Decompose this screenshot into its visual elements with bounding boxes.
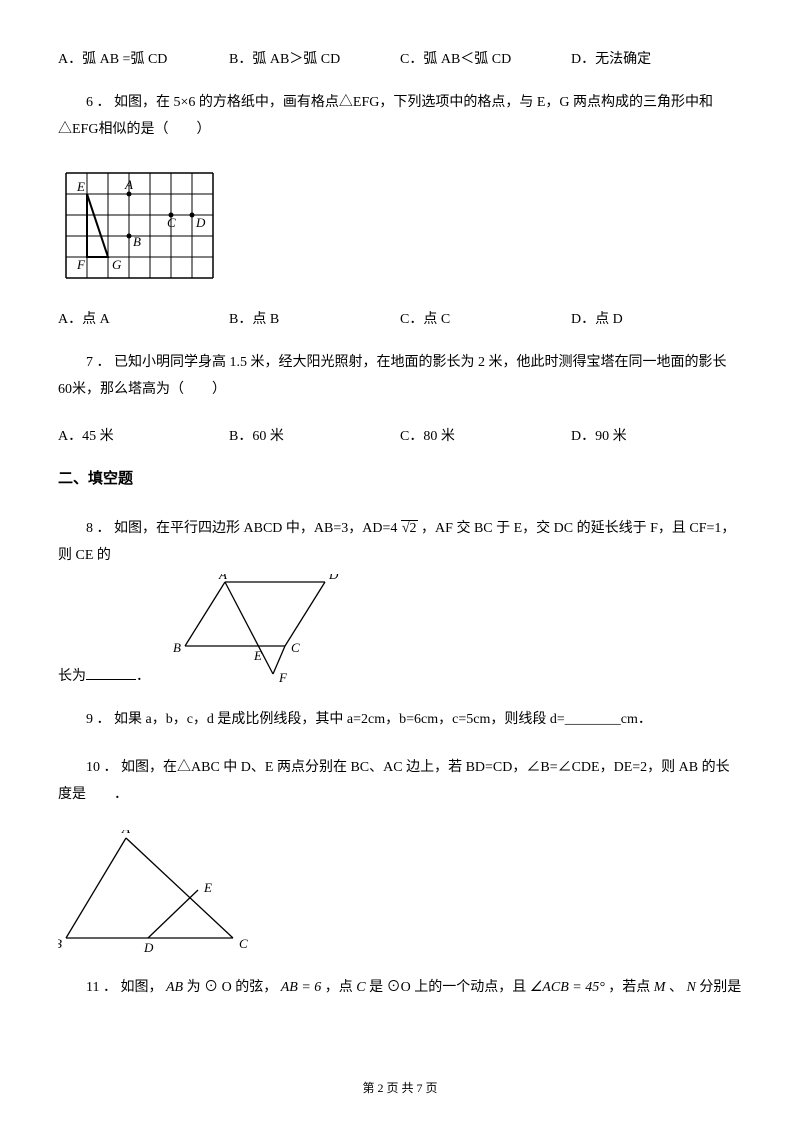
q8-period: ．: [136, 669, 150, 684]
q8: 8 ． 如图，在平行四边形 ABCD 中，AB=3，AD=4 √2 ，AF 交 …: [58, 516, 742, 684]
q7-text: 7 ． 已知小明同学身高 1.5 米，经大阳光照射，在地面的影长为 2 米，他此…: [58, 350, 742, 403]
svg-text:A: A: [121, 830, 130, 836]
q8-sqrt: √2: [401, 520, 418, 536]
svg-text:E: E: [76, 179, 85, 194]
q9-content: 9 ． 如果 a，b，c，d 是成比例线段，其中 a=2cm，b=6cm，c=5…: [86, 712, 652, 727]
q6-figure: E A C D B F G: [58, 165, 742, 290]
svg-text:C: C: [291, 640, 300, 655]
svg-text:B: B: [173, 640, 181, 655]
q8-figure: A D B C E F: [170, 574, 350, 691]
svg-text:G: G: [112, 257, 122, 272]
svg-text:D: D: [195, 215, 206, 230]
q11-p2: 为: [187, 980, 205, 995]
q7-opt-a: A．45 米: [58, 425, 229, 445]
q11-p5: 是: [369, 980, 387, 995]
svg-text:F: F: [76, 257, 86, 272]
q7-opt-d: D．90 米: [571, 425, 742, 445]
q10-figure: A E B D C: [58, 830, 742, 957]
q9-text: 9 ． 如果 a，b，c，d 是成比例线段，其中 a=2cm，b=6cm，c=5…: [58, 707, 742, 734]
svg-text:D: D: [328, 574, 339, 582]
q11-p9: 分别是: [699, 980, 741, 995]
q6-options: A．点 A B．点 B C．点 C D．点 D: [58, 308, 742, 328]
q11-ang: ∠ACB = 45°: [530, 980, 605, 995]
svg-text:F: F: [278, 670, 288, 685]
q11-cc: C: [356, 980, 365, 995]
q11-circ2: ⊙O: [387, 980, 411, 995]
q11-p4: ，点: [325, 980, 357, 995]
svg-text:E: E: [203, 880, 212, 895]
q11-mm: M: [654, 980, 666, 995]
q6-opt-a: A．点 A: [58, 308, 229, 328]
svg-text:D: D: [143, 940, 154, 952]
q5-opt-a: A．弧 AB =弧 CD: [58, 48, 229, 68]
page-footer: 第 2 页 共 7 页: [0, 1079, 800, 1096]
q11-p3: 的弦，: [235, 980, 277, 995]
svg-text:E: E: [253, 648, 262, 663]
q5-opt-b: B．弧 AB＞弧 CD: [229, 48, 400, 68]
q11-circ: ⊙ O: [204, 980, 232, 995]
q7-options: A．45 米 B．60 米 C．80 米 D．90 米: [58, 425, 742, 445]
q11-ab: AB: [166, 980, 183, 995]
q10-text: 10 ． 如图，在△ABC 中 D、E 两点分别在 BC、AC 边上，若 BD=…: [58, 755, 742, 808]
q7-opt-c: C．80 米: [400, 425, 571, 445]
q6-opt-c: C．点 C: [400, 308, 571, 328]
q6-text: 6 ． 如图，在 5×6 的方格纸中，画有格点△EFG，下列选项中的格点，与 E…: [58, 90, 742, 143]
svg-text:A: A: [218, 574, 227, 582]
svg-text:B: B: [133, 234, 141, 249]
svg-text:B: B: [58, 936, 62, 951]
svg-text:C: C: [167, 215, 176, 230]
q5-options: A．弧 AB =弧 CD B．弧 AB＞弧 CD C．弧 AB＜弧 CD D．无…: [58, 48, 742, 68]
q5-opt-c: C．弧 AB＜弧 CD: [400, 48, 571, 68]
q8-blank: [86, 666, 136, 680]
svg-text:A: A: [124, 177, 133, 192]
q5-opt-d: D．无法确定: [571, 48, 742, 68]
q11-nn: N: [686, 980, 695, 995]
q11-p1: 11 ． 如图，: [86, 980, 162, 995]
q11-text: 11 ． 如图， AB 为 ⊙ O 的弦， AB = 6 ，点 C 是 ⊙O 上…: [58, 975, 742, 1002]
q8-prefix: 8 ． 如图，在平行四边形 ABCD 中，AB=3，AD=4: [86, 521, 401, 536]
q8-suffix: 长为: [58, 669, 86, 684]
q11-ab2: AB = 6: [281, 980, 322, 995]
q6-opt-d: D．点 D: [571, 308, 742, 328]
svg-text:C: C: [239, 936, 248, 951]
q11-p8: 、: [669, 980, 683, 995]
q11-p7: ，若点: [608, 980, 654, 995]
q7-opt-b: B．60 米: [229, 425, 400, 445]
section-2-title: 二、填空题: [58, 467, 742, 488]
q11-p6: 上的一个动点，且: [414, 980, 530, 995]
q6-opt-b: B．点 B: [229, 308, 400, 328]
